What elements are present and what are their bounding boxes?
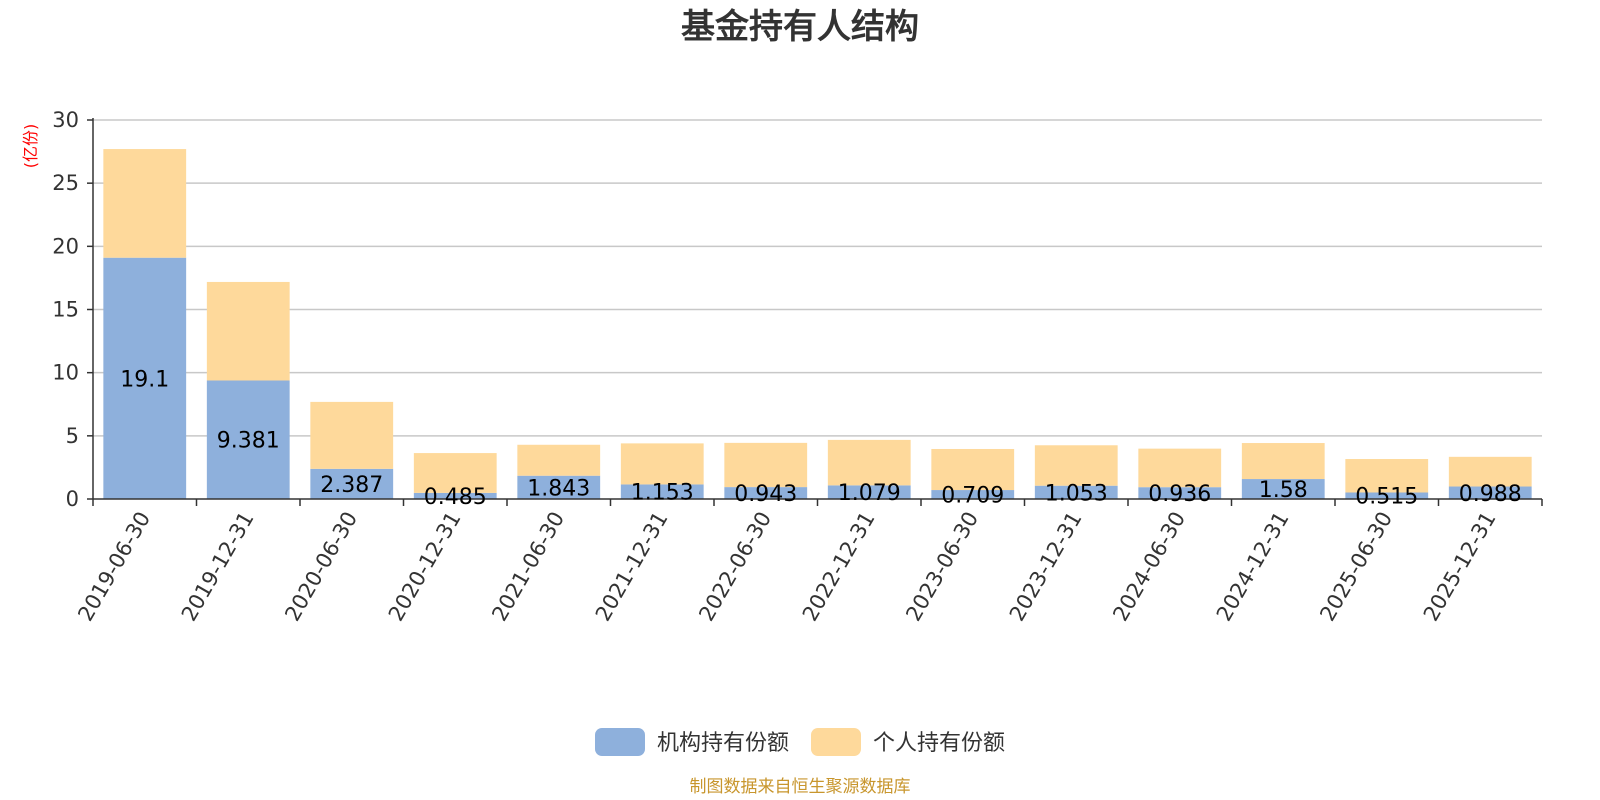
bars	[103, 149, 1532, 499]
source-note: 制图数据来自恒生聚源数据库	[690, 777, 911, 797]
y-tick-label: 0	[66, 487, 79, 511]
y-axis-unit: (亿份)	[21, 124, 40, 169]
bar-institutional	[1241, 479, 1325, 499]
bar-institutional	[1138, 487, 1222, 499]
data-label: 1.053	[1045, 481, 1108, 506]
data-label: 2.387	[320, 473, 383, 498]
data-label: 1.843	[527, 476, 590, 501]
bar-institutional	[931, 490, 1015, 499]
bar-institutional	[620, 484, 704, 499]
bar-individual	[620, 443, 704, 485]
bar-institutional	[724, 487, 808, 499]
data-label: 1.153	[631, 481, 694, 506]
x-tick-label: 2022-06-30	[694, 508, 776, 626]
bar-individual	[103, 149, 187, 258]
bar-individual	[206, 281, 290, 381]
y-tick-label: 15	[52, 298, 79, 322]
bar-individual	[1138, 448, 1222, 488]
x-tick-label: 2021-12-31	[591, 508, 673, 626]
x-tick-label: 2020-12-31	[384, 508, 466, 626]
bar-individual	[517, 444, 601, 476]
x-tick-label: 2023-06-30	[901, 508, 983, 626]
x-tick-label: 2020-06-30	[280, 508, 362, 626]
y-tick-label: 30	[52, 108, 79, 132]
data-label: 19.1	[120, 367, 169, 392]
legend-swatch	[811, 728, 861, 756]
bar-institutional	[827, 485, 911, 499]
x-tick-label: 2025-06-30	[1315, 508, 1397, 626]
legend-label: 个人持有份额	[873, 731, 1005, 756]
grid-lines	[93, 119, 1542, 437]
legend-swatch	[595, 728, 645, 756]
x-tick-label: 2019-12-31	[177, 508, 259, 626]
bar-institutional	[310, 468, 394, 499]
bar-individual	[1241, 443, 1325, 480]
legend-label: 机构持有份额	[657, 731, 789, 756]
bar-individual	[724, 442, 808, 488]
data-labels: 19.1 9.381 2.387 0.485 1.843 1.153 0.943 1.079 0…	[120, 367, 1521, 510]
legend: 机构持有份额 个人持有份额	[595, 728, 1005, 756]
data-label: 0.515	[1355, 485, 1418, 510]
bar-individual	[413, 453, 497, 493]
bar-individual	[1345, 459, 1429, 493]
legend-item[interactable]: 个人持有份额	[811, 728, 1005, 756]
y-tick-label: 20	[52, 234, 79, 258]
y-tick-label: 25	[52, 171, 79, 195]
bar-institutional	[1448, 486, 1532, 499]
data-label: 0.709	[941, 484, 1004, 509]
bar-institutional	[206, 380, 290, 499]
legend-item[interactable]: 机构持有份额	[595, 728, 789, 756]
data-label: 0.988	[1459, 482, 1522, 507]
x-tick-label: 2021-06-30	[487, 508, 569, 626]
bar-individual	[1034, 445, 1118, 486]
x-tick-label: 2019-06-30	[73, 508, 155, 626]
y-tick-label: 5	[66, 424, 79, 448]
y-tick-label: 10	[52, 361, 79, 385]
data-label: 0.943	[734, 482, 797, 507]
data-label: 0.936	[1148, 482, 1211, 507]
bar-individual	[931, 448, 1015, 491]
bar-individual	[1448, 456, 1532, 487]
data-label: 9.381	[217, 429, 280, 454]
data-label: 1.58	[1259, 478, 1308, 503]
x-tick-label: 2022-12-31	[798, 508, 880, 626]
x-tick-label: 2024-06-30	[1108, 508, 1190, 626]
bar-institutional	[413, 492, 497, 499]
bar-institutional	[1034, 485, 1118, 499]
data-label: 0.485	[424, 485, 487, 510]
chart-title: 基金持有人结构	[681, 7, 919, 47]
data-label: 1.079	[838, 481, 901, 506]
bar-individual	[310, 401, 394, 469]
bar-institutional	[517, 475, 601, 499]
bar-institutional	[1345, 492, 1429, 499]
bar-institutional	[103, 257, 187, 499]
x-tick-label: 2023-12-31	[1005, 508, 1087, 626]
bar-individual	[827, 439, 911, 486]
x-tick-label: 2025-12-31	[1419, 508, 1501, 626]
x-tick-label: 2024-12-31	[1212, 508, 1294, 626]
